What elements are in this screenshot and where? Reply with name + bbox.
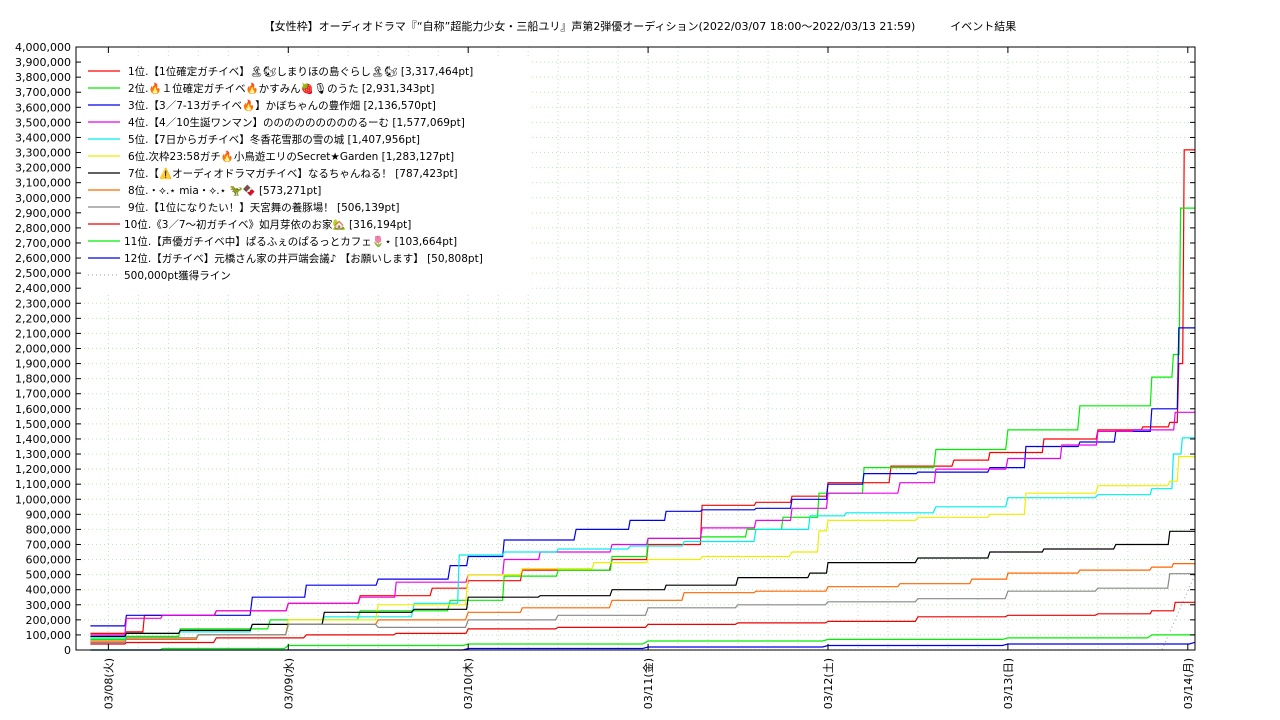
y-tick-label: 3,500,000	[15, 116, 71, 129]
y-tick-label: 3,300,000	[15, 147, 71, 160]
series-line-6	[90, 456, 1195, 642]
y-tick-label: 3,800,000	[15, 71, 71, 84]
y-tick-label: 2,400,000	[15, 282, 71, 295]
y-tick-label: 2,000,000	[15, 343, 71, 356]
legend-label: 6位.次枠23:58ガチ🔥小鳥遊エリのSecret★Garden [1,283,…	[128, 150, 454, 163]
y-tick-label: 1,600,000	[15, 403, 71, 416]
chart-subtitle: イベント結果	[950, 20, 1017, 33]
y-tick-label: 200,000	[26, 614, 72, 627]
x-tick-label: 03/11(金)	[641, 658, 655, 709]
y-tick-label: 0	[64, 644, 71, 657]
y-tick-label: 2,800,000	[15, 222, 71, 235]
series-line-7	[90, 530, 1195, 637]
y-tick-label: 2,100,000	[15, 327, 71, 340]
legend-label: 9位.【1位になりたい！】天宮舞の養豚場！ [506,139pt]	[128, 201, 399, 214]
chart-title-main: 【女性枠】オーディオドラマ『“自称”超能力少女・三船ユリ』声第2弾優オーディショ…	[263, 20, 916, 33]
series-line-4	[90, 411, 1195, 636]
y-tick-label: 900,000	[26, 508, 72, 521]
y-tick-label: 1,900,000	[15, 358, 71, 371]
y-tick-label: 2,300,000	[15, 297, 71, 310]
series-line-3	[90, 327, 1195, 627]
y-tick-label: 3,700,000	[15, 86, 71, 99]
legend-label: 10位.《3／7〜初ガチイベ》如月芽依のお家🏡 [316,194pt]	[124, 218, 411, 231]
y-tick-label: 3,600,000	[15, 101, 71, 114]
series-line-5	[90, 437, 1195, 639]
series-line-9	[90, 573, 1195, 644]
legend-box	[82, 58, 530, 293]
y-tick-label: 3,000,000	[15, 192, 71, 205]
x-tick-label: 03/08(火)	[102, 658, 115, 709]
y-tick-label: 2,900,000	[15, 207, 71, 220]
y-tick-label: 2,500,000	[15, 267, 71, 280]
x-tick-label: 03/09(水)	[282, 658, 295, 709]
y-tick-label: 3,200,000	[15, 162, 71, 175]
y-tick-label: 2,600,000	[15, 252, 71, 265]
legend-label: 1位.【1位確定ガチイベ】🏝🐿しまりほの島ぐらし🏝🐿 [3,317,464pt]	[128, 65, 473, 78]
y-tick-label: 1,100,000	[15, 478, 71, 491]
y-tick-label: 1,700,000	[15, 388, 71, 401]
x-axis-ticks: 03/08(火) 03/09(水) 03/10(木) 03/11(金) 03/12(土)…	[102, 47, 1195, 709]
y-tick-label: 1,200,000	[15, 463, 71, 476]
series-line-13	[90, 574, 1196, 651]
y-tick-label: 3,100,000	[15, 177, 71, 190]
y-tick-label: 1,300,000	[15, 448, 71, 461]
y-tick-label: 700,000	[26, 538, 72, 551]
series-line-10	[90, 601, 1195, 645]
x-tick-label: 03/10(木)	[462, 658, 475, 709]
legend-label: 12位.【ガチイベ】元橋さん家の井戸端会議♪ 【お願いします】 [50,808p…	[124, 252, 483, 265]
y-tick-label: 500,000	[26, 569, 72, 582]
x-tick-label: 03/14(月)	[1182, 658, 1195, 709]
x-tick-label: 03/13(日)	[1002, 658, 1015, 709]
y-tick-label: 300,000	[26, 599, 72, 612]
y-tick-label: 1,500,000	[15, 418, 71, 431]
y-tick-label: 1,400,000	[15, 433, 71, 446]
legend-label: 7位.【⚠️オーディオドラマガチイベ】なるちゃんねる！ [787,423pt]	[128, 167, 458, 180]
y-tick-label: 4,000,000	[15, 41, 71, 54]
legend-label: 8位.・⟡.⋆ mia・⟡.⋆ 🦖🍫 [573,271pt]	[128, 184, 321, 197]
legend-label: 500,000pt獲得ライン	[124, 269, 231, 282]
legend-label: 4位.【4／10生誕ワンマン】のののののののののるーむ [1,577,069pt…	[128, 116, 465, 129]
x-tick-label: 03/12(土)	[822, 658, 835, 709]
y-tick-label: 2,200,000	[15, 312, 71, 325]
series-line-11	[90, 633, 1196, 651]
y-tick-label: 3,900,000	[15, 56, 71, 69]
legend-label: 5位.【7日からガチイベ】冬香花雪那の雪の城 [1,407,956pt]	[128, 133, 420, 146]
y-tick-label: 1,000,000	[15, 493, 71, 506]
y-tick-label: 1,800,000	[15, 373, 71, 386]
legend-background	[82, 58, 530, 293]
chart-title: 【女性枠】オーディオドラマ『“自称”超能力少女・三船ユリ』声第2弾優オーディショ…	[0, 18, 1280, 34]
y-tick-label: 2,700,000	[15, 237, 71, 250]
legend: 1位.【1位確定ガチイベ】🏝🐿しまりほの島ぐらし🏝🐿 [3,317,464pt]…	[88, 65, 483, 282]
y-tick-label: 100,000	[26, 629, 72, 642]
y-tick-label: 600,000	[26, 554, 72, 567]
legend-label: 3位.【3／7-13ガチイベ🔥】かぼちゃんの豊作畑 [2,136,570pt]	[128, 99, 436, 112]
y-tick-label: 400,000	[26, 584, 72, 597]
legend-label: 2位.🔥１位確定ガチイベ🔥かすみん🍓🎙のうた [2,931,343pt]	[128, 82, 434, 95]
y-axis-ticks: 0 100,000 200,000 300,000 400,000 500,000 600,…	[15, 41, 1195, 657]
legend-label: 11位.【声優ガチイベ中】ぱるふぇのぱるっとカフェ🌷⋆ [103,664pt]	[124, 235, 457, 248]
y-tick-label: 800,000	[26, 523, 72, 536]
y-tick-label: 3,400,000	[15, 131, 71, 144]
